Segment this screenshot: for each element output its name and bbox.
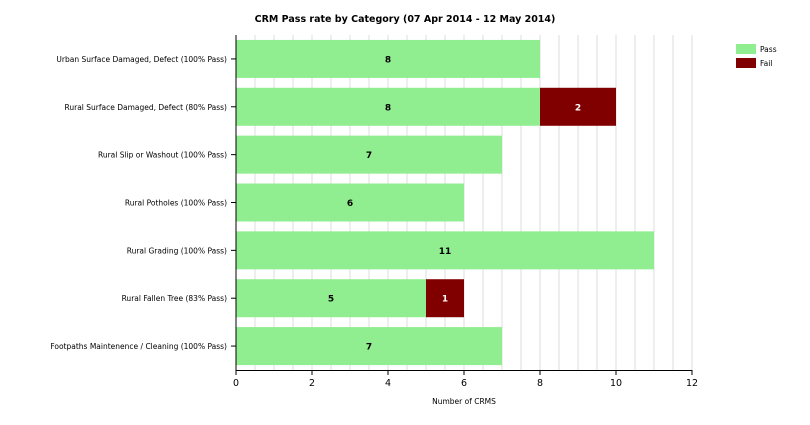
bar-pass	[236, 183, 464, 222]
x-tick-label: 6	[461, 378, 467, 389]
axes	[231, 35, 693, 375]
bar-fail	[426, 279, 464, 318]
category-labels: Urban Surface Damaged, Defect (100% Pass…	[50, 55, 227, 351]
bars: 8 8 2 7 6 11 5 1 7	[236, 39, 654, 366]
x-tick-label: 0	[233, 378, 239, 389]
category-label: Urban Surface Damaged, Defect (100% Pass…	[56, 55, 227, 64]
data-label: 7	[366, 151, 372, 161]
category-label: Rural Fallen Tree (83% Pass)	[122, 294, 228, 303]
bar-pass	[236, 135, 502, 174]
bar-pass	[236, 231, 654, 270]
data-label: 8	[385, 55, 391, 65]
x-axis-label: Number of CRMS	[432, 397, 496, 406]
legend-swatch-fail	[736, 58, 756, 68]
legend-label-pass: Pass	[760, 45, 777, 54]
legend-label-fail: Fail	[760, 59, 772, 68]
bar-pass	[236, 327, 502, 366]
chart-title: CRM Pass rate by Category (07 Apr 2014 -…	[255, 14, 556, 25]
x-tick-label: 12	[686, 378, 698, 389]
bar-pass	[236, 279, 426, 318]
legend: Pass Fail	[736, 44, 777, 68]
bar-pass	[236, 87, 540, 126]
category-label: Rural Grading (100% Pass)	[127, 246, 227, 255]
legend-swatch-pass	[736, 44, 756, 54]
data-label: 11	[439, 247, 452, 257]
category-label: Rural Potholes (100% Pass)	[125, 199, 227, 208]
data-label: 7	[366, 343, 372, 353]
data-label: 8	[385, 103, 391, 113]
category-label: Footpaths Maintenence / Cleaning (100% P…	[50, 342, 227, 351]
bar-pass	[236, 39, 540, 78]
x-tick-label: 2	[309, 378, 315, 389]
x-tick-label: 4	[385, 378, 391, 389]
data-label: 2	[575, 103, 581, 113]
x-tick-label: 8	[537, 378, 543, 389]
x-tick-labels: 0 2 4 6 8 10 12	[233, 378, 698, 389]
category-label: Rural Surface Damaged, Defect (80% Pass)	[64, 103, 227, 112]
x-tick-label: 10	[610, 378, 622, 389]
data-label: 6	[347, 199, 353, 209]
category-label: Rural Slip or Washout (100% Pass)	[98, 151, 227, 160]
data-label: 1	[442, 295, 448, 305]
data-label: 5	[328, 295, 334, 305]
bar-fail	[540, 87, 616, 126]
